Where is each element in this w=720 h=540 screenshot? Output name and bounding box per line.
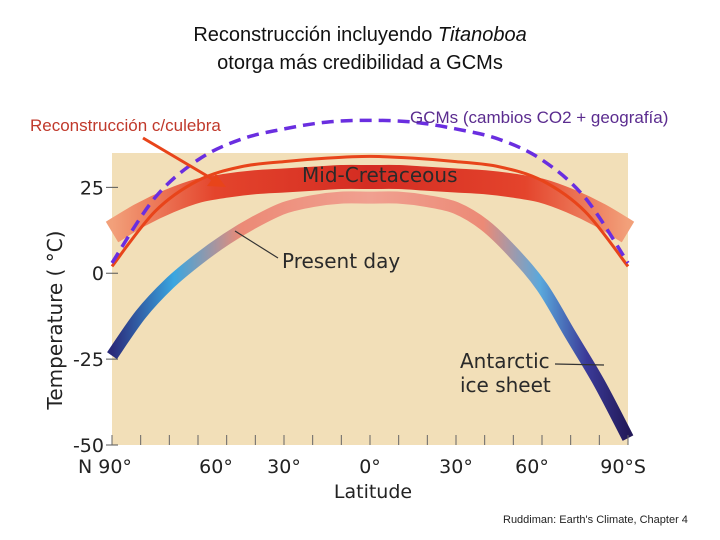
y-tick-label: -25 [73, 349, 104, 371]
x-tick-label: 30° [267, 456, 301, 478]
gcm-label: GCMs (cambios CO2 + geografía) [410, 108, 669, 127]
y-axis-label: Temperature ( °C) [43, 231, 67, 411]
antarctic-annotation-line2: ice sheet [460, 373, 551, 397]
x-tick-label: N 90° [78, 456, 132, 478]
x-tick-label: 90°S [600, 456, 646, 478]
axis-ticks: 25 0 -25 -50N 90° 60° 30° 0° 30° 60° 90°S [73, 177, 646, 478]
mid-cretaceous-band [105, 164, 635, 243]
y-tick-label: 25 [80, 177, 104, 199]
source-credit: Ruddiman: Earth's Climate, Chapter 4 [503, 514, 688, 526]
present-day-series [107, 191, 634, 441]
mid-cretaceous-series [105, 164, 635, 243]
slide-title-line2: otorga más credibilidad a GCMs [217, 52, 503, 74]
slide-title-line1: Reconstrucción incluyendo Titanoboa [193, 24, 527, 46]
x-tick-label: 30° [439, 456, 473, 478]
gcm-series [110, 118, 630, 264]
x-tick-label: 60° [515, 456, 549, 478]
x-axis-label: Latitude [334, 481, 412, 503]
title-italic-word: Titanoboa [437, 24, 527, 46]
overlay-lines [110, 118, 630, 268]
antarctic-annotation-line1: Antarctic [460, 349, 550, 373]
reconstruction-arrow-shaft [142, 136, 215, 182]
present-day-annotation: Present day [282, 249, 400, 273]
reconstruction-series [110, 154, 630, 268]
x-tick-label: 60° [199, 456, 233, 478]
antarctic-leader [554, 363, 605, 366]
present-day-leader [234, 230, 279, 259]
reconstruction-arrowhead [207, 174, 226, 187]
y-tick-label: -50 [73, 435, 104, 457]
x-tick-label: 0° [359, 456, 381, 478]
present-day-band [107, 191, 634, 441]
mid-cretaceous-annotation: Mid-Cretaceous [302, 163, 458, 187]
y-tick-label: 0 [92, 263, 104, 285]
reconstruction-label: Reconstrucción c/culebra [30, 116, 221, 135]
